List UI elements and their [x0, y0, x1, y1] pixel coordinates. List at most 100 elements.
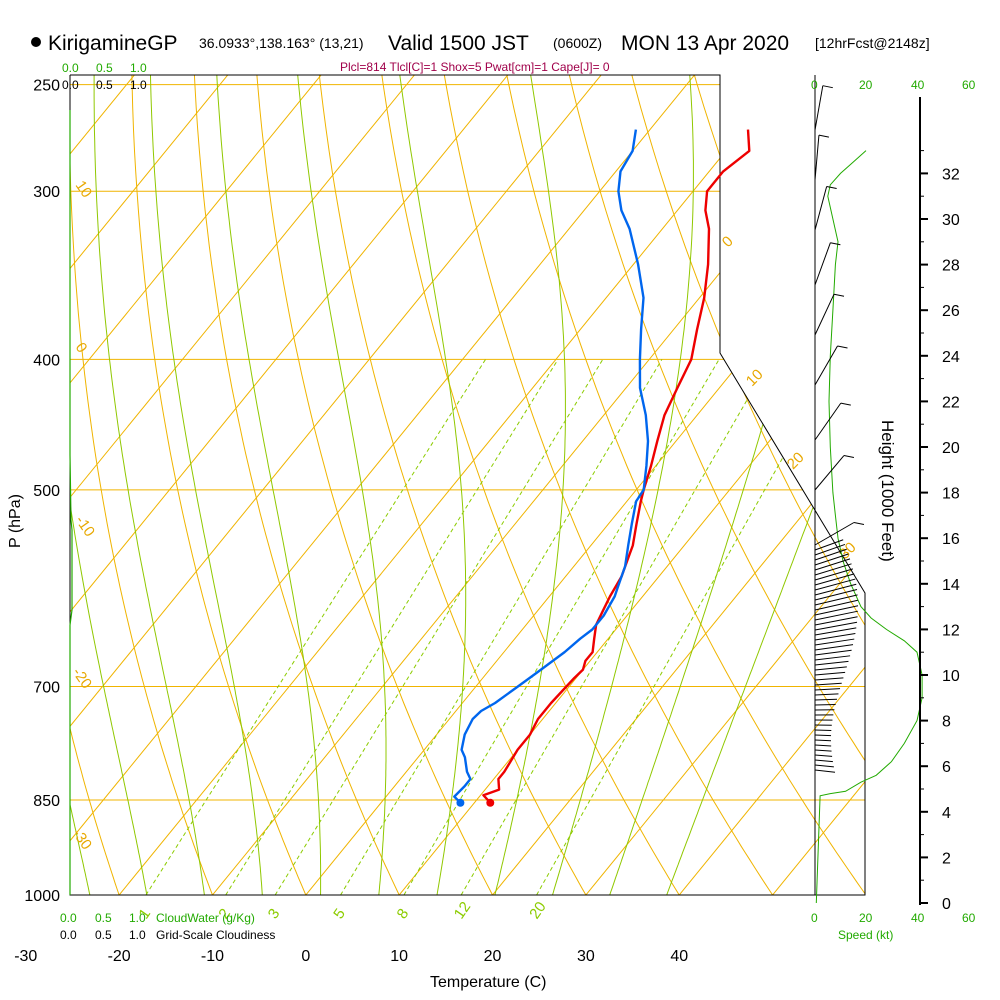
wind-barb	[814, 548, 847, 561]
wind-barb	[814, 455, 845, 491]
wind-barb	[814, 563, 852, 576]
wind-barb	[814, 632, 856, 641]
moist-adiabat-line	[487, 75, 566, 895]
wind-barb	[814, 135, 820, 181]
moist-adiabat-line	[543, 75, 694, 895]
speed-bot-tick-1: 20	[859, 911, 873, 925]
isotherm-line	[70, 75, 420, 895]
wind-barb-flag	[833, 293, 845, 297]
cl-top-tick-2: 1.0	[130, 78, 147, 92]
cloudwater-label: CloudWater (g/Kg)	[156, 911, 255, 925]
speed-scale-bottom: 0 20 40 60 Speed (kt)	[811, 911, 976, 942]
isotherm-line	[375, 75, 865, 895]
cloudiness-label: Grid-Scale Cloudiness	[156, 928, 275, 942]
wind-barb	[814, 734, 832, 737]
speed-label: Speed (kt)	[838, 928, 893, 942]
dewpoint-line	[453, 129, 650, 804]
isotherm-line	[842, 75, 865, 895]
temperature-tick-label: 30	[577, 948, 595, 965]
moist-adiabat-line	[149, 75, 265, 895]
station-name: KirigamineGP	[48, 32, 178, 55]
wind-barb-flag	[830, 242, 841, 246]
temperature-tick-label: 20	[484, 948, 502, 965]
bottom-cloudwater-scale: 0.0 0.5 1.0 CloudWater (g/Kg) 0.0 0.5 1.…	[60, 911, 275, 942]
isotherm-line	[70, 75, 234, 895]
mixing-ratio-label: 12	[451, 899, 474, 922]
isotherm-line	[0, 0, 46, 924]
moist-adiabat-line	[215, 75, 322, 895]
isotherm-line	[282, 75, 865, 895]
wind-barb	[814, 698, 838, 701]
speed-top-tick-0: 0	[811, 78, 818, 92]
moist-adiabat-line	[70, 75, 153, 895]
wind-barb	[814, 666, 847, 671]
temperature-line	[482, 129, 751, 804]
wind-barb	[814, 744, 832, 747]
height-tick-label: 16	[942, 531, 960, 548]
cl-top-tick-0: 0.0	[62, 78, 79, 92]
mixing-ratio-line	[274, 359, 604, 895]
speed-top-tick-2: 40	[911, 78, 925, 92]
y-axis-label: P (hPa)	[7, 494, 24, 548]
temperature-axis: -30 -20 -10 0 10 20 30 40	[14, 948, 688, 965]
wind-barb	[814, 539, 844, 551]
wind-barb	[814, 573, 855, 586]
isotherm-line	[655, 75, 865, 895]
wind-barb	[814, 553, 849, 566]
mixing-ratio-label: 8	[394, 906, 413, 923]
wind-barb	[814, 594, 858, 606]
height-tick-label: 26	[942, 303, 960, 320]
mixing-ratio-line	[403, 359, 720, 895]
valid-time: Valid 1500 JST	[388, 32, 529, 55]
cw-top-tick-0: 0.0	[62, 61, 79, 75]
moist-adiabat-line	[296, 75, 387, 895]
valid-zulu: (0600Z)	[553, 35, 602, 51]
wind-barb	[814, 610, 858, 621]
height-tick-label: 20	[942, 440, 960, 457]
wind-barb	[814, 769, 836, 773]
cl-bot-tick-0: 0.0	[60, 928, 77, 942]
isotherm-label: -30	[69, 826, 95, 854]
height-tick-label: 24	[942, 349, 960, 366]
valid-date: MON 13 Apr 2020	[621, 32, 789, 55]
wind-barb	[814, 583, 857, 596]
speed-top-tick-1: 20	[859, 78, 873, 92]
isotherm-line	[70, 75, 701, 895]
height-tick-label: 28	[942, 258, 960, 275]
height-tick-label: 18	[942, 486, 960, 503]
height-tick-label: 30	[942, 212, 960, 229]
cw-bot-tick-0: 0.0	[60, 911, 77, 925]
height-tick-label: 32	[942, 166, 960, 183]
pressure-tick-label: 300	[33, 184, 60, 201]
temperature-tick-label: -30	[14, 948, 37, 965]
dry-adiabat-line	[751, 75, 865, 895]
wind-barb	[814, 605, 859, 616]
station-coords: 36.0933°,138.163° (13,21)	[199, 35, 364, 51]
isotherm-label: 0	[72, 340, 91, 357]
header: KirigamineGP 36.0933°,138.163° (13,21) V…	[31, 32, 930, 55]
cloudwater-line	[69, 110, 73, 895]
wind-barb	[814, 649, 852, 656]
top-cloudwater-scale: 0.0 0.5 1.0 0.0 0.5 1.0	[62, 61, 147, 92]
mixing-ratio-line	[340, 359, 663, 895]
isotherm-line	[70, 75, 607, 895]
height-tick-label: 10	[942, 668, 960, 685]
height-tick-label: 14	[942, 577, 960, 594]
mixing-ratio-label: 3	[265, 906, 284, 923]
wind-barb	[814, 749, 832, 752]
isotherm-line	[70, 75, 514, 895]
pressure-axis: 250 300 400 500 700 850 1000	[24, 78, 60, 905]
stability-indices: Plcl=814 Tlcl[C]=1 Shox=5 Pwat[cm]=1 Cap…	[340, 60, 610, 74]
wind-barb-flag	[837, 345, 848, 349]
temperature-tick-label: 10	[390, 948, 408, 965]
dry-adiabat-line	[565, 75, 865, 895]
moist-adiabat-line	[655, 75, 865, 895]
wind-barb	[814, 644, 854, 651]
height-tick-label: 4	[942, 805, 951, 822]
dry-adiabat-line	[0, 61, 34, 924]
wind-speed-line	[815, 150, 923, 904]
temperature-surface-marker	[486, 798, 495, 807]
cw-top-tick-1: 0.5	[96, 61, 113, 75]
station-marker-icon	[31, 37, 41, 47]
